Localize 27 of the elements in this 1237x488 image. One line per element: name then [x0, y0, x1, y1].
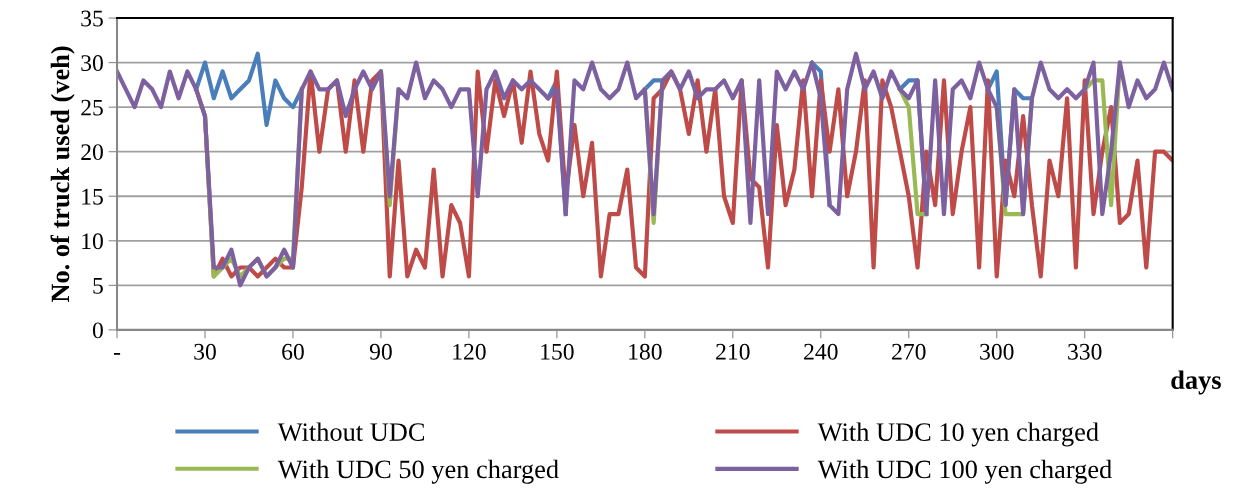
legend-label: With UDC 10 yen charged: [817, 422, 1099, 447]
x-tick-label: 300: [980, 343, 1014, 360]
y-tick-label: 10: [82, 233, 103, 250]
x-tick-label: 60: [282, 343, 304, 360]
x-tick-label: 180: [629, 343, 662, 360]
x-tick-label: 150: [541, 343, 574, 360]
x-tick-label: 240: [804, 343, 838, 360]
x-tick-label: 90: [369, 343, 392, 360]
x-tick-label: 330: [1068, 343, 1102, 360]
x-tick-label: -: [113, 353, 121, 355]
y-tick-label: 25: [81, 99, 103, 116]
x-tick-label: 30: [194, 343, 216, 360]
x-tick-label: 120: [453, 343, 486, 360]
y-axis-title: No. of truck used (veh): [50, 46, 75, 303]
y-tick-label: 20: [81, 144, 103, 161]
line-series: [117, 51, 1173, 288]
y-tick-label: 30: [81, 55, 103, 72]
x-tick-label: 210: [716, 343, 750, 360]
x-axis-title: days: [1171, 370, 1221, 395]
legend-label: With UDC 50 yen charged: [277, 459, 559, 484]
y-tick-label: 5: [93, 278, 103, 294]
y-tick-label: 15: [82, 188, 103, 205]
y-tick-label: 0: [92, 322, 103, 339]
y-tick-label: 35: [81, 10, 103, 27]
legend-label: Without UDC: [277, 422, 425, 442]
legend-label: With UDC 100 yen charged: [817, 459, 1112, 484]
x-tick-label: 270: [892, 343, 926, 360]
